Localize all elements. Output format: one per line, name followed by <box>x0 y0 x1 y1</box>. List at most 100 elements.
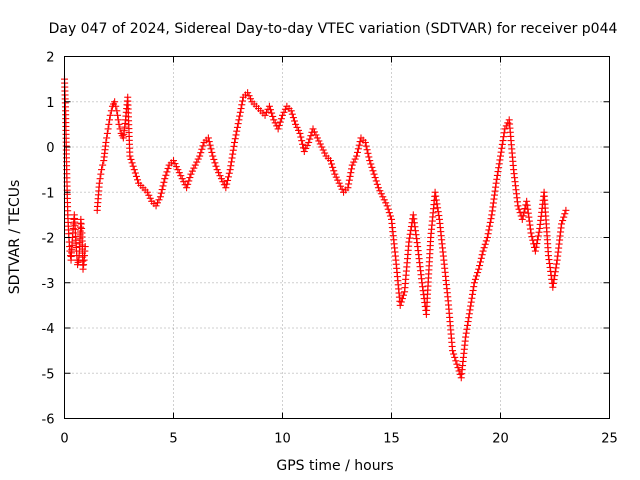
data-point-interp <box>493 175 501 183</box>
y-tick-label: -4 <box>42 322 55 337</box>
data-point-interp <box>372 177 380 185</box>
data-point <box>178 175 186 183</box>
data-point-interp <box>241 91 249 99</box>
data-point-interp <box>306 135 314 143</box>
data-point-interp <box>72 243 80 251</box>
data-point-interp <box>106 116 114 124</box>
data-point <box>370 170 378 178</box>
data-point-interp <box>557 224 565 232</box>
y-tick-label: -1 <box>42 186 55 201</box>
data-point-interp <box>482 237 490 245</box>
data-point-interp <box>465 310 473 318</box>
data-point-interp <box>298 137 306 145</box>
data-point-interp <box>384 205 392 213</box>
data-point-interp <box>276 118 284 126</box>
data-point-interp <box>96 175 104 183</box>
data-point-interp <box>398 295 406 303</box>
data-point-interp <box>197 149 205 157</box>
data-point-interp <box>227 162 235 170</box>
data-point <box>497 152 504 160</box>
data-point-interp <box>157 189 165 197</box>
data-point-interp <box>346 172 354 180</box>
data-point-interp <box>160 178 168 186</box>
data-point-interp <box>386 212 394 220</box>
y-tick-label: 1 <box>46 96 54 111</box>
data-point-interp <box>345 180 353 188</box>
data-point-interp <box>385 209 393 217</box>
data-point-interp <box>223 180 231 188</box>
data-point-interp <box>498 140 506 148</box>
y-tick-label: 0 <box>46 141 54 156</box>
chart-title: Day 047 of 2024, Sidereal Day-to-day VTE… <box>49 21 618 37</box>
data-point-interp <box>467 302 475 310</box>
data-point-interp <box>552 264 560 272</box>
data-point-interp <box>78 224 86 232</box>
data-point <box>183 184 191 192</box>
data-point-interp <box>232 131 240 139</box>
data-point-interp <box>206 141 214 149</box>
data-point-interp <box>494 168 502 176</box>
data-point-interp <box>101 142 109 150</box>
data-point <box>98 166 106 174</box>
x-tick-label: 10 <box>274 432 291 447</box>
data-point-interp <box>299 140 307 148</box>
data-point <box>331 170 339 178</box>
data-point-interp <box>95 183 103 191</box>
data-point-interp <box>550 276 558 284</box>
data-point-interp <box>231 135 239 143</box>
data-point-interp <box>134 176 142 184</box>
data-point-interp <box>478 251 486 259</box>
data-point-interp <box>427 238 435 246</box>
data-point-interp <box>236 112 244 120</box>
data-point-interp <box>406 230 414 238</box>
data-point-interp <box>553 260 561 268</box>
data-point-interp <box>486 218 494 226</box>
data-point-interp <box>499 137 507 145</box>
data-point-interp <box>461 337 469 345</box>
data-point <box>115 120 123 128</box>
data-point-interp <box>391 252 399 260</box>
data-point <box>466 306 474 314</box>
data-point-interp <box>448 342 456 350</box>
data-point-interp <box>338 185 346 193</box>
data-point-interp <box>68 242 76 250</box>
data-point <box>313 134 321 142</box>
data-point <box>379 193 387 201</box>
data-point-interp <box>487 215 495 223</box>
data-point-interp <box>496 156 504 164</box>
data-point <box>353 152 361 160</box>
data-point-interp <box>112 102 120 110</box>
data-point-interp <box>434 208 442 216</box>
data-point-interp <box>439 252 447 260</box>
data-point-interp <box>302 145 310 153</box>
data-point-interp <box>315 137 323 145</box>
data-point <box>130 166 138 174</box>
data-point-interp <box>64 207 72 215</box>
data-point-interp <box>293 123 301 131</box>
y-tick-label: -2 <box>42 232 55 247</box>
data-point-interp <box>236 108 244 116</box>
data-point-interp <box>225 169 233 177</box>
data-point-interp <box>208 148 216 156</box>
data-point-interp <box>405 242 413 250</box>
data-point-interp <box>347 169 355 177</box>
data-point-interp <box>137 181 145 189</box>
data-point-interp <box>312 131 320 139</box>
data-point-interp <box>468 290 476 298</box>
y-tick-label: 2 <box>46 51 54 66</box>
data-point-interp <box>432 196 440 204</box>
data-point-interp <box>193 158 201 166</box>
data-point-interp <box>190 164 198 172</box>
data-point-interp <box>470 283 478 291</box>
data-point-interp <box>237 105 245 113</box>
data-point-interp <box>132 172 140 180</box>
data-point-interp <box>467 298 475 306</box>
x-tick-label: 25 <box>601 432 618 447</box>
data-point-interp <box>450 350 458 358</box>
data-point-interp <box>61 103 69 111</box>
data-point-interp <box>364 149 372 157</box>
data-point <box>296 129 304 137</box>
data-point-interp <box>155 196 163 204</box>
data-point-interp <box>247 95 255 103</box>
data-point-interp <box>186 174 194 182</box>
